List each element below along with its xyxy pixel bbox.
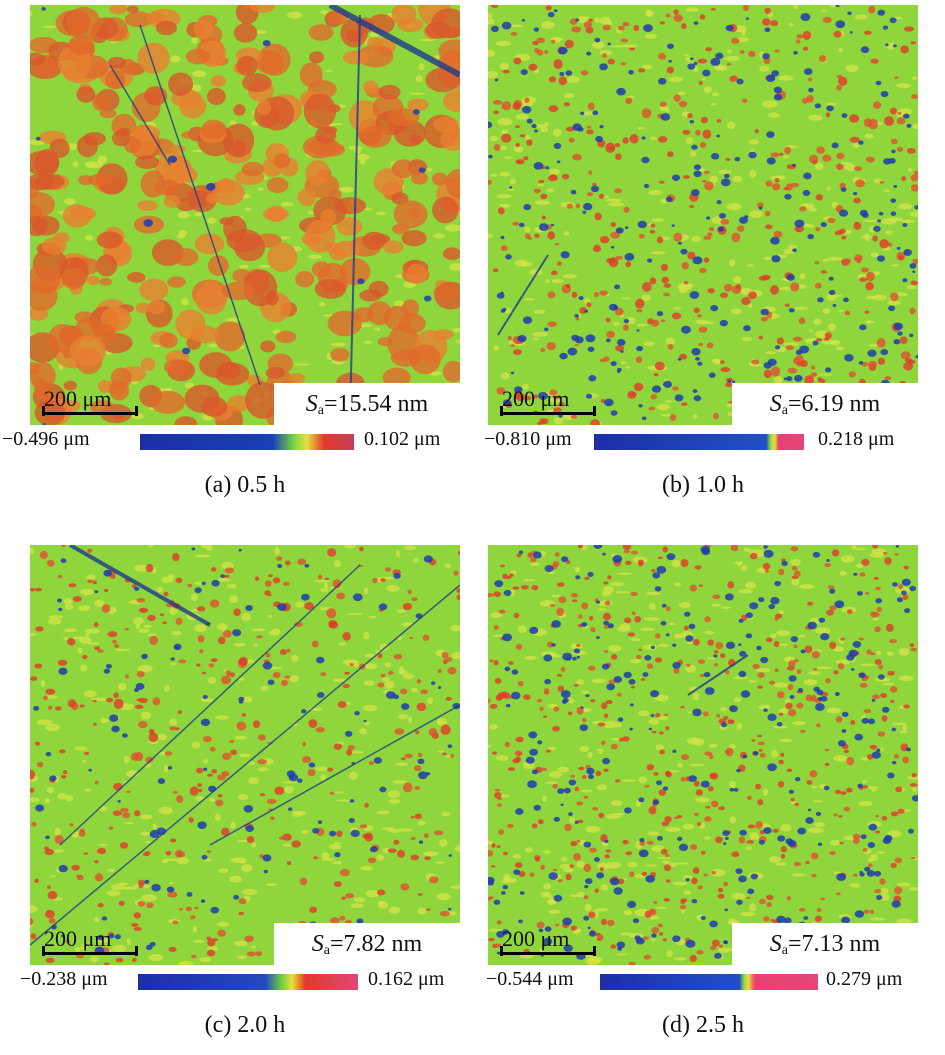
colorbar-c (138, 974, 358, 990)
scale-bar-d: 200 μm (500, 926, 596, 956)
scale-bar-line-d (500, 946, 596, 956)
scale-bar-label-d: 200 μm (502, 926, 570, 951)
colorbar-min-b: −0.810 μm (484, 428, 572, 450)
surface-map-a-image (30, 5, 460, 425)
surface-map-d-image (488, 545, 918, 965)
colorbar-row-b: −0.810 μm 0.218 μm (484, 425, 918, 455)
caption-b: (b) 1.0 h (662, 472, 744, 498)
panel-b: 200 μm Sa=6.19 nm −0.810 μm 0.218 μm (b)… (484, 5, 918, 498)
colorbar-min-c: −0.238 μm (20, 968, 108, 990)
scale-bar-label-a: 200 μm (44, 386, 112, 411)
caption-a: (a) 0.5 h (204, 472, 286, 498)
scale-bar-line-c (42, 946, 138, 956)
colorbar-min-d: −0.544 μm (486, 968, 574, 990)
scale-bar-a: 200 μm (42, 386, 138, 416)
surface-map-d: 200 μm Sa=7.13 nm (488, 545, 918, 965)
surface-map-b: 200 μm Sa=6.19 nm (488, 5, 918, 425)
colorbar-row-a: −0.496 μm 0.102 μm (2, 425, 460, 455)
surface-map-c: 200 μm Sa=7.82 nm (30, 545, 460, 965)
roughness-label-a: Sa=15.54 nm (274, 383, 460, 425)
surface-map-c-image (30, 545, 460, 965)
colorbar-max-a: 0.102 μm (364, 428, 441, 450)
caption-c: (c) 2.0 h (204, 1012, 286, 1038)
surface-map-b-image (488, 5, 918, 425)
roughness-label-c: Sa=7.82 nm (274, 923, 460, 965)
colorbar-max-c: 0.162 μm (368, 968, 445, 990)
panel-a: 200 μm Sa=15.54 nm −0.496 μm 0.102 μm (a… (2, 5, 460, 498)
colorbar-a (140, 434, 354, 450)
colorbar-max-b: 0.218 μm (818, 428, 895, 450)
surface-map-a: 200 μm Sa=15.54 nm (30, 5, 460, 425)
panel-d: 200 μm Sa=7.13 nm −0.544 μm 0.279 μm (d)… (486, 545, 918, 1038)
caption-d: (d) 2.5 h (662, 1012, 744, 1038)
colorbar-max-d: 0.279 μm (826, 968, 903, 990)
colorbar-d (600, 974, 818, 990)
roughness-label-b: Sa=6.19 nm (732, 383, 918, 425)
scale-bar-c: 200 μm (42, 926, 138, 956)
scale-bar-label-c: 200 μm (44, 926, 112, 951)
colorbar-row-c: −0.238 μm 0.162 μm (20, 965, 460, 995)
roughness-label-d: Sa=7.13 nm (732, 923, 918, 965)
panel-c: 200 μm Sa=7.82 nm −0.238 μm 0.162 μm (c)… (20, 545, 460, 1038)
colorbar-row-d: −0.544 μm 0.279 μm (486, 965, 918, 995)
scale-bar-line-a (42, 406, 138, 416)
colorbar-min-a: −0.496 μm (2, 428, 90, 450)
scale-bar-line-b (500, 406, 596, 416)
colorbar-b (594, 434, 804, 450)
scale-bar-label-b: 200 μm (502, 386, 570, 411)
scale-bar-b: 200 μm (500, 386, 596, 416)
